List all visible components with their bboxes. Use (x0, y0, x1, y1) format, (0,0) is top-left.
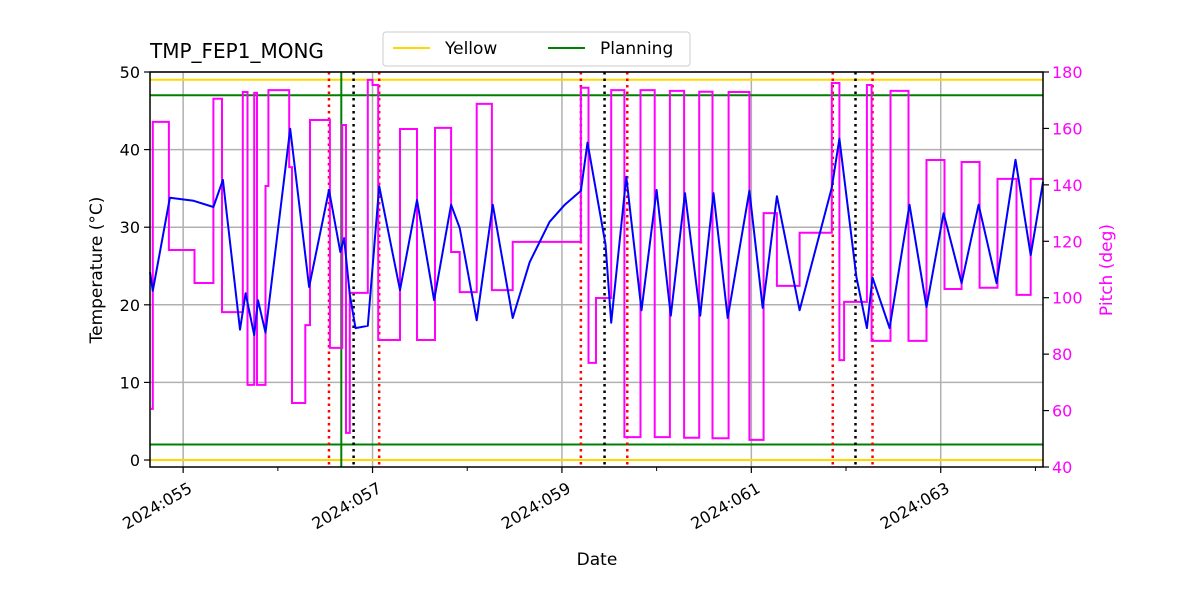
legend: Yellow Planning (382, 31, 691, 67)
y-tick-label: 20 (120, 296, 140, 315)
y2-tick-label: 80 (1052, 345, 1072, 364)
series (149, 78, 1044, 441)
plot-frame (149, 71, 1044, 468)
y2-tick-label: 40 (1052, 458, 1072, 477)
y-tick-label: 30 (120, 218, 140, 237)
y-axis-label: Temperature (°C) (87, 197, 107, 345)
y2-tick-label: 120 (1052, 232, 1083, 251)
y-tick-label: 0 (130, 451, 140, 470)
y-tick-label: 50 (120, 63, 140, 82)
chart-title: TMP_FEP1_MONG (149, 39, 324, 63)
legend-box (382, 31, 691, 67)
y-tick-label: 10 (120, 373, 140, 392)
y2-tick-label: 60 (1052, 402, 1072, 421)
legend-label-planning: Planning (600, 39, 673, 59)
y-tick-label: 40 (120, 141, 140, 160)
y2-tick-label: 160 (1052, 119, 1083, 138)
y2-tick-label: 100 (1052, 289, 1083, 308)
y2-tick-label: 140 (1052, 176, 1083, 195)
y2-tick-label: 180 (1052, 63, 1083, 82)
legend-label-yellow: Yellow (444, 39, 497, 59)
limit-lines (150, 78, 1043, 462)
y2-axis-label: Pitch (deg) (1097, 224, 1117, 316)
x-axis-label: Date (577, 550, 618, 570)
temperature-series-line (149, 127, 1044, 337)
pitch-series-line (150, 78, 1043, 441)
